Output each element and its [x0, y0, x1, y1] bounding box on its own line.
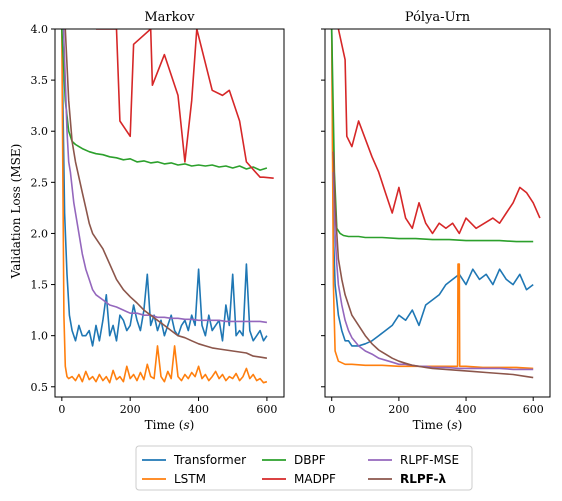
series-lines — [330, 29, 541, 379]
series-line-transformer — [330, 29, 534, 347]
chart-panels: Markov 0 200 400 600 0.5 1.0 1.5 2.0 2.5 3.0 3.5 4.0… — [31, 10, 551, 432]
y-tick-label: 1.0 — [31, 330, 49, 343]
series-line-rlpf-mse — [332, 172, 534, 371]
legend-item-rlpf-lambda: RLPF-λ — [368, 472, 446, 486]
x-axis-label: Time (s) — [145, 418, 195, 432]
legend-label: MADPF — [294, 472, 336, 486]
series-line-rlpf-mse — [62, 29, 268, 324]
series-line-lstm — [330, 29, 534, 370]
x-axis-label: Time (s) — [413, 418, 463, 432]
series-line-dbpf — [61, 29, 268, 171]
series-line-transformer — [61, 29, 268, 347]
series-lines — [61, 29, 274, 384]
x-tick-label: 400 — [456, 403, 477, 416]
y-tick-label: 3.5 — [31, 74, 49, 87]
legend-item-rlpf-mse: RLPF-MSE — [368, 453, 459, 467]
series-line-rlpf-lambda — [332, 151, 534, 379]
chart-title: Pólya-Urn — [405, 10, 471, 25]
x-tick-label: 600 — [523, 403, 544, 416]
panel-polya-urn: Pólya-Urn 0 200 400 600 Time (s) — [321, 10, 551, 432]
series-line-lstm — [61, 29, 268, 384]
plot-frame — [324, 28, 551, 398]
legend-item-transformer: Transformer — [142, 453, 246, 467]
panel-markov: Markov 0 200 400 600 0.5 1.0 1.5 2.0 2.5 3.0 3.5 4.0… — [31, 10, 285, 432]
legend-item-lstm: LSTM — [142, 472, 206, 486]
x-tick-label: 600 — [256, 403, 277, 416]
series-line-dbpf — [330, 29, 534, 243]
series-line-rlpf-lambda — [64, 29, 268, 359]
legend-item-madpf: MADPF — [262, 472, 336, 486]
legend-label: RLPF-λ — [400, 472, 446, 486]
plot-frame — [54, 28, 285, 398]
y-axis-label: Validation Loss (MSE) — [9, 144, 23, 280]
y-tick-label: 0.5 — [31, 381, 49, 394]
x-tick-label: 200 — [120, 403, 141, 416]
x-tick-label: 400 — [188, 403, 209, 416]
x-tick-label: 200 — [388, 403, 409, 416]
y-tick-label: 1.5 — [31, 279, 49, 292]
y-tick-label: 4.0 — [31, 23, 49, 36]
legend-label: LSTM — [174, 472, 206, 486]
y-tick-label: 2.0 — [31, 227, 49, 240]
x-tick-label: 0 — [58, 403, 65, 416]
x-tick-label: 0 — [328, 403, 335, 416]
y-tick-label: 2.5 — [31, 176, 49, 189]
legend-label: RLPF-MSE — [400, 453, 459, 467]
legend-label: DBPF — [294, 453, 326, 467]
chart-title: Markov — [144, 10, 195, 25]
legend-label: Transformer — [173, 453, 246, 467]
series-line-madpf — [337, 29, 541, 235]
y-tick-label: 3.0 — [31, 125, 49, 138]
legend: Transformer LSTM DBPF MADPF RLPF-MSE RLPF-λ — [135, 445, 473, 491]
series-line-madpf — [96, 29, 274, 179]
legend-item-dbpf: DBPF — [262, 453, 326, 467]
